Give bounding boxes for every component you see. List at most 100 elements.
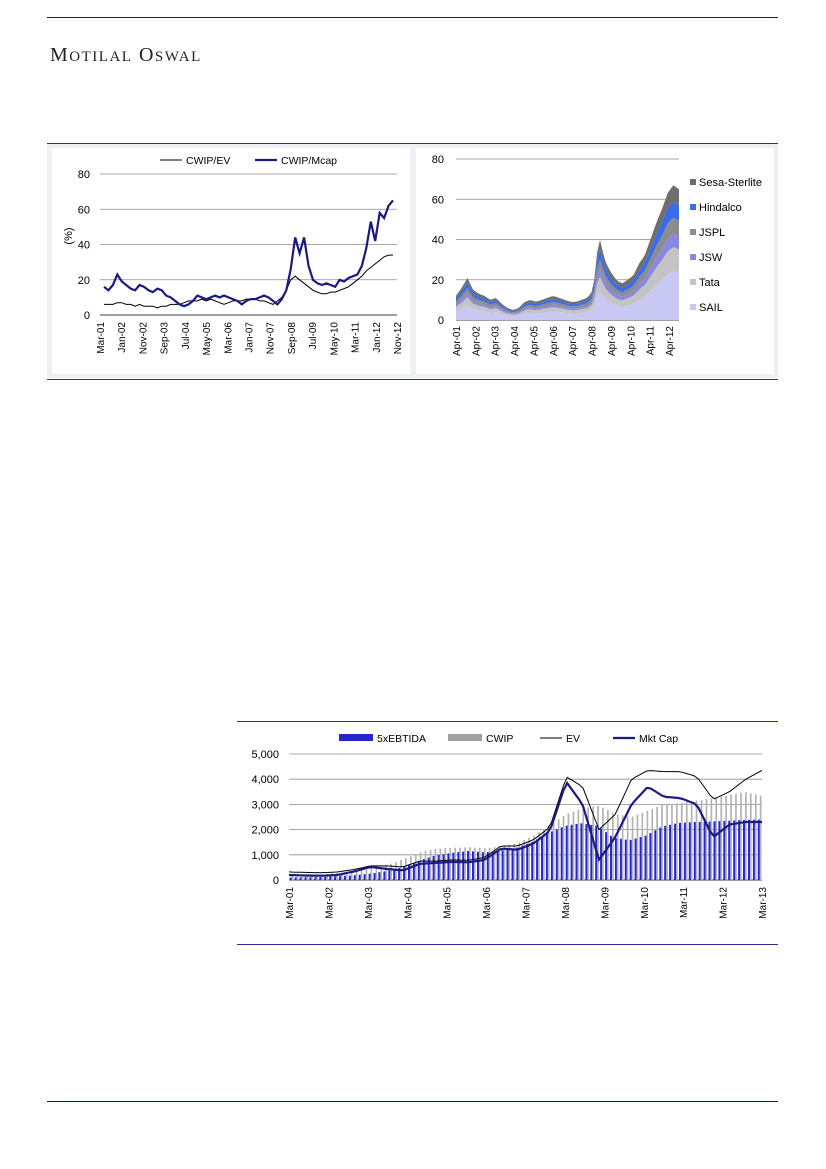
bar-ebitda [521,845,524,880]
y-tick-label: 80 [432,154,444,166]
bar-cwip [439,848,442,880]
bar-ebitda [757,819,760,880]
legend-label: Mkt Cap [639,733,678,745]
bar-cwip [513,843,516,880]
bar-cwip [528,837,530,880]
bar-cwip [740,792,742,880]
x-tick-label: Jul-09 [308,322,319,350]
series-line-ev [288,769,763,874]
bar-ebitda [718,821,721,880]
legend-swatch [690,229,696,235]
bar-cwip [449,847,452,880]
x-tick-label: Apr-01 [452,326,463,356]
bar-cwip [749,793,752,880]
cwip-stack-chart: 0 20 40 60 80 Apr-01 Apr-02 Apr-03 Apr-04 Apr-05 A… [432,154,762,356]
bar-cwip [503,846,506,880]
bar-cwip [720,796,723,880]
bar-cwip [316,874,319,880]
bar-ebitda [614,838,617,880]
bar-ebitda [442,854,445,880]
bar-ebitda [398,868,401,880]
bar-ebitda [585,824,588,880]
x-tick-label: May-05 [202,322,213,356]
bottom-rule [47,1101,778,1102]
bar-cwip [690,801,693,880]
bar-cwip [326,874,328,880]
bar-ebitda [605,832,608,880]
bar-cwip [538,832,540,880]
y-tick-label: 40 [432,235,444,247]
y-tick-label: 60 [78,204,90,216]
bar-cwip [651,808,654,880]
y-tick-label: 4,000 [251,774,279,786]
bar-cwip [676,803,678,880]
y-axis-label: (%) [63,227,75,244]
bar-cwip [385,865,388,880]
bar-cwip [390,863,393,880]
bar-ebitda [324,876,327,880]
exhibit2-bottom-rule [237,944,778,945]
bar-ebitda [447,853,450,880]
bar-cwip [735,793,737,880]
bar-cwip [745,792,747,880]
x-tick-label: Mar-03 [364,887,375,919]
x-tick-label: Mar-07 [522,887,533,919]
bar-ebitda [412,862,415,880]
legend-swatch [690,279,696,285]
bar-cwip [695,800,698,880]
bar-ebitda [373,873,376,880]
bar-ebitda [550,831,553,880]
legend-swatch [448,734,482,741]
legend-label: CWIP/EV [186,155,230,167]
bar-ebitda [698,821,701,880]
bar-cwip [341,872,343,880]
bar-ebitda [664,825,667,880]
bar-cwip [715,797,718,880]
x-tick-label: Jan-12 [372,322,383,353]
bar-ebitda [713,821,716,880]
bar-ebitda [531,842,534,880]
x-tick-label: Apr-08 [588,326,599,356]
x-tick-label: Nov-02 [138,322,149,355]
bar-ebitda [477,851,479,880]
bar-cwip [518,842,521,880]
top-rule [47,17,778,18]
exhibit-bottom-rule [47,379,778,380]
exhibit2-top-rule [237,721,778,722]
legend-label: Hindalco [699,202,742,214]
bar-cwip [680,802,683,880]
bar-ebitda [289,877,292,880]
bar-ebitda [348,875,351,880]
bar-cwip [705,799,708,880]
bar-ebitda [393,869,396,880]
bar-ebitda [427,857,430,880]
bar-cwip [395,861,397,880]
stack-area-tata [456,247,679,317]
x-tick-label: Mar-11 [351,322,362,353]
x-tick-label: Mar-09 [600,887,611,919]
x-tick-label: Mar-02 [324,887,335,919]
x-tick-label: Apr-04 [510,326,521,356]
bar-ebitda [526,843,529,880]
bar-ebitda [452,852,455,880]
bar-cwip [577,809,580,880]
bar-cwip [478,847,481,880]
legend-label: CWIP [486,733,513,745]
bar-cwip [641,812,644,880]
bar-ebitda [659,827,662,880]
bar-ebitda [703,821,706,880]
bar-cwip [631,816,634,880]
bar-cwip [533,835,535,880]
legend-label: SAIL [699,302,723,314]
bar-ebitda [496,851,499,880]
bar-ebitda [511,848,514,880]
bar-cwip [375,867,378,880]
ev-mcap-chart: 0 1,000 2,000 3,000 4,000 5,000 Mar-01 Mar-02 Ma… [251,733,769,919]
bar-ebitda [403,866,406,880]
bar-ebitda [383,871,386,880]
bar-ebitda [457,852,460,880]
y-tick-label: 20 [432,275,444,287]
bar-cwip [700,799,703,880]
bar-ebitda [624,839,627,880]
bar-ebitda [654,830,657,880]
